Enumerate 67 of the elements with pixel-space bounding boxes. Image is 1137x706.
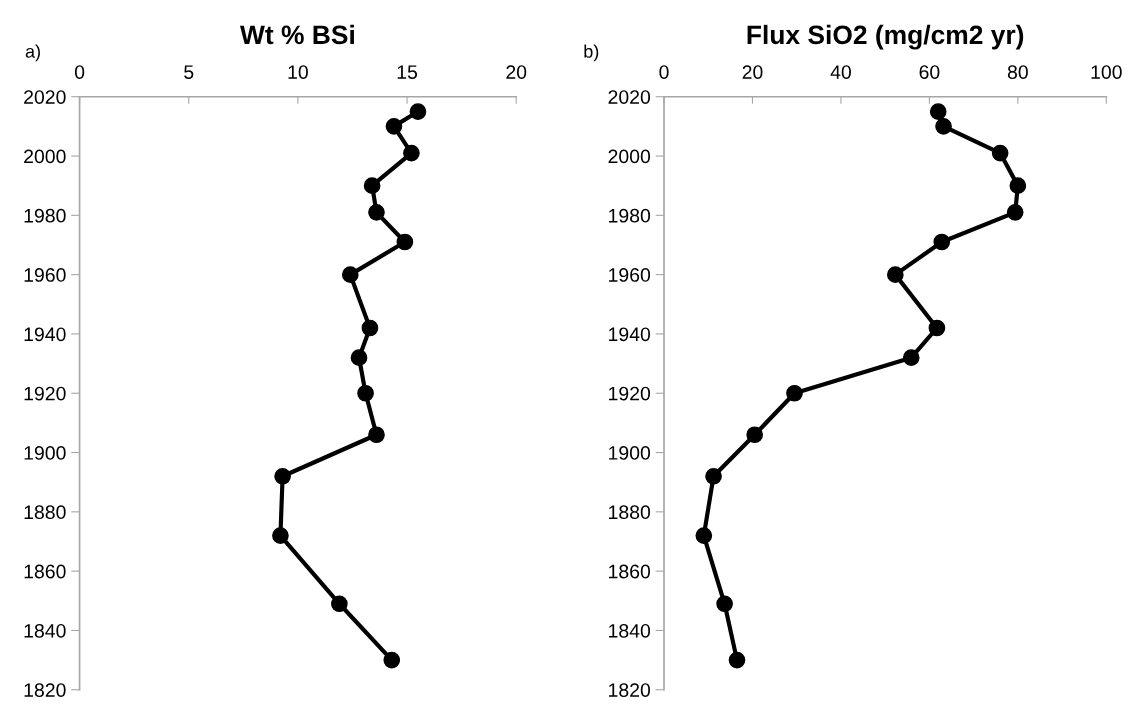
y-tick-label: 1980 (24, 208, 66, 223)
point (274, 467, 291, 485)
point (886, 266, 904, 283)
point (331, 595, 348, 613)
point (902, 349, 920, 366)
y-tick-label: 1840 (609, 623, 651, 638)
point (705, 467, 722, 485)
y-tick-label: 1940 (609, 327, 651, 342)
point (350, 349, 368, 366)
point (272, 527, 289, 544)
point (786, 384, 803, 402)
point (409, 103, 427, 120)
y-tick-label: 1880 (609, 505, 651, 520)
point (716, 595, 733, 613)
y-tick-label: 2000 (608, 149, 651, 164)
y-tick-label: 1940 (24, 327, 66, 342)
point (361, 319, 379, 337)
x-tick-label: 100 (1091, 65, 1122, 79)
point (746, 426, 764, 444)
y-tick-label: 1900 (609, 446, 651, 460)
point (1006, 204, 1024, 221)
y-tick-label: 1860 (609, 564, 651, 579)
point (935, 118, 952, 135)
point (728, 651, 746, 669)
y-tick-label: 1880 (24, 505, 66, 520)
point (928, 319, 946, 337)
x-tick-label: 0 (659, 65, 669, 79)
point (403, 144, 420, 162)
text: a) (25, 44, 40, 62)
y-tick-label: 1920 (609, 386, 651, 401)
point (368, 204, 385, 221)
point (933, 233, 951, 251)
y-tick-label: 1900 (24, 446, 66, 460)
x-tick-label: 10 (288, 65, 308, 79)
point (383, 651, 401, 669)
point (695, 527, 713, 544)
chart-title: Wt % BSi (240, 24, 354, 45)
y-tick-label: 1840 (24, 623, 66, 638)
x-tick-label: 40 (830, 65, 851, 79)
point (396, 233, 414, 251)
x-tick-label: 20 (742, 65, 763, 79)
x-tick-label: 60 (919, 65, 940, 79)
point (357, 384, 374, 402)
y-tick-label: 1820 (609, 683, 651, 697)
x-tick-label: 5 (184, 65, 194, 79)
y-tick-label: 2000 (24, 149, 66, 164)
y-tick-label: 1960 (609, 268, 651, 282)
y-tick-label: 1960 (24, 268, 66, 282)
y-tick-label: 1980 (609, 208, 651, 223)
text: b) (584, 44, 599, 62)
x-tick-label: 20 (506, 65, 527, 79)
y-tick-label: 2020 (608, 90, 651, 104)
point (1009, 177, 1027, 195)
point (363, 177, 381, 195)
point (368, 426, 385, 444)
y-tick-label: 1860 (24, 564, 66, 579)
point (385, 118, 403, 135)
y-tick-label: 2020 (24, 90, 66, 104)
point (991, 144, 1009, 162)
x-tick-label: 80 (1007, 65, 1028, 79)
y-tick-label: 1920 (24, 386, 66, 401)
x-tick-label: 15 (397, 65, 418, 79)
point (929, 103, 947, 120)
x-tick-label: 0 (74, 65, 85, 79)
point (341, 266, 359, 283)
y-tick-label: 1820 (24, 683, 66, 697)
chart-title: Flux SiO2 (mg/cm2 yr) (747, 24, 1024, 50)
